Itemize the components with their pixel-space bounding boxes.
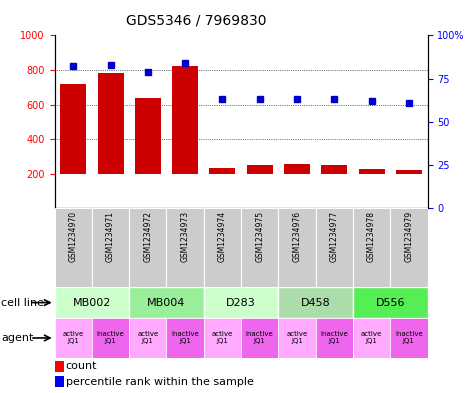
Text: active
JQ1: active JQ1	[137, 331, 159, 345]
Bar	[204, 318, 241, 358]
Text: inactive
JQ1: inactive JQ1	[246, 331, 274, 345]
Text: GSM1234972: GSM1234972	[143, 211, 152, 262]
Text: D556: D556	[375, 298, 405, 308]
Text: GSM1234975: GSM1234975	[255, 211, 264, 262]
Bar	[353, 318, 390, 358]
Bar	[55, 361, 64, 372]
Bar	[353, 287, 428, 318]
Text: active
JQ1: active JQ1	[212, 331, 233, 345]
Bar	[167, 208, 204, 287]
Bar	[129, 287, 204, 318]
Bar	[315, 318, 353, 358]
Bar	[241, 318, 278, 358]
Bar	[55, 376, 64, 387]
Bar	[129, 318, 166, 358]
Bar	[278, 318, 316, 358]
Bar	[55, 208, 92, 287]
Text: percentile rank within the sample: percentile rank within the sample	[66, 377, 254, 387]
Text: GSM1234977: GSM1234977	[330, 211, 339, 262]
Bar	[390, 318, 428, 358]
Text: D283: D283	[226, 298, 256, 308]
Bar	[359, 169, 385, 174]
Text: inactive
JQ1: inactive JQ1	[171, 331, 199, 345]
Bar	[204, 208, 241, 287]
Bar	[247, 165, 273, 174]
Bar	[167, 318, 204, 358]
Text: active
JQ1: active JQ1	[63, 331, 84, 345]
Bar	[172, 66, 198, 174]
Text: GSM1234973: GSM1234973	[180, 211, 190, 262]
Text: count: count	[66, 362, 97, 371]
Text: inactive
JQ1: inactive JQ1	[395, 331, 423, 345]
Text: active
JQ1: active JQ1	[361, 331, 382, 345]
Text: GSM1234974: GSM1234974	[218, 211, 227, 262]
Bar	[241, 208, 278, 287]
Text: MB002: MB002	[73, 298, 111, 308]
Bar	[209, 168, 236, 174]
Bar	[390, 208, 428, 287]
Bar	[321, 165, 347, 174]
Bar	[92, 318, 129, 358]
Text: GSM1234979: GSM1234979	[404, 211, 413, 262]
Bar	[278, 208, 316, 287]
Bar	[204, 287, 278, 318]
Text: active
JQ1: active JQ1	[286, 331, 308, 345]
Bar	[284, 163, 310, 174]
Text: cell line: cell line	[1, 298, 44, 308]
Text: agent: agent	[1, 333, 33, 343]
Bar	[315, 208, 353, 287]
Text: GSM1234970: GSM1234970	[69, 211, 78, 262]
Text: MB004: MB004	[147, 298, 186, 308]
Bar	[278, 287, 353, 318]
Bar	[92, 208, 129, 287]
Text: inactive
JQ1: inactive JQ1	[321, 331, 348, 345]
Bar	[60, 84, 86, 174]
Text: inactive
JQ1: inactive JQ1	[97, 331, 124, 345]
Bar	[135, 99, 161, 174]
Text: GSM1234976: GSM1234976	[293, 211, 302, 262]
Bar	[396, 170, 422, 174]
Bar	[353, 208, 390, 287]
Bar	[55, 318, 92, 358]
Bar	[129, 208, 166, 287]
Text: GDS5346 / 7969830: GDS5346 / 7969830	[126, 13, 266, 28]
Bar	[97, 73, 124, 174]
Bar	[55, 287, 129, 318]
Text: GSM1234971: GSM1234971	[106, 211, 115, 262]
Text: GSM1234978: GSM1234978	[367, 211, 376, 262]
Text: D458: D458	[301, 298, 331, 308]
